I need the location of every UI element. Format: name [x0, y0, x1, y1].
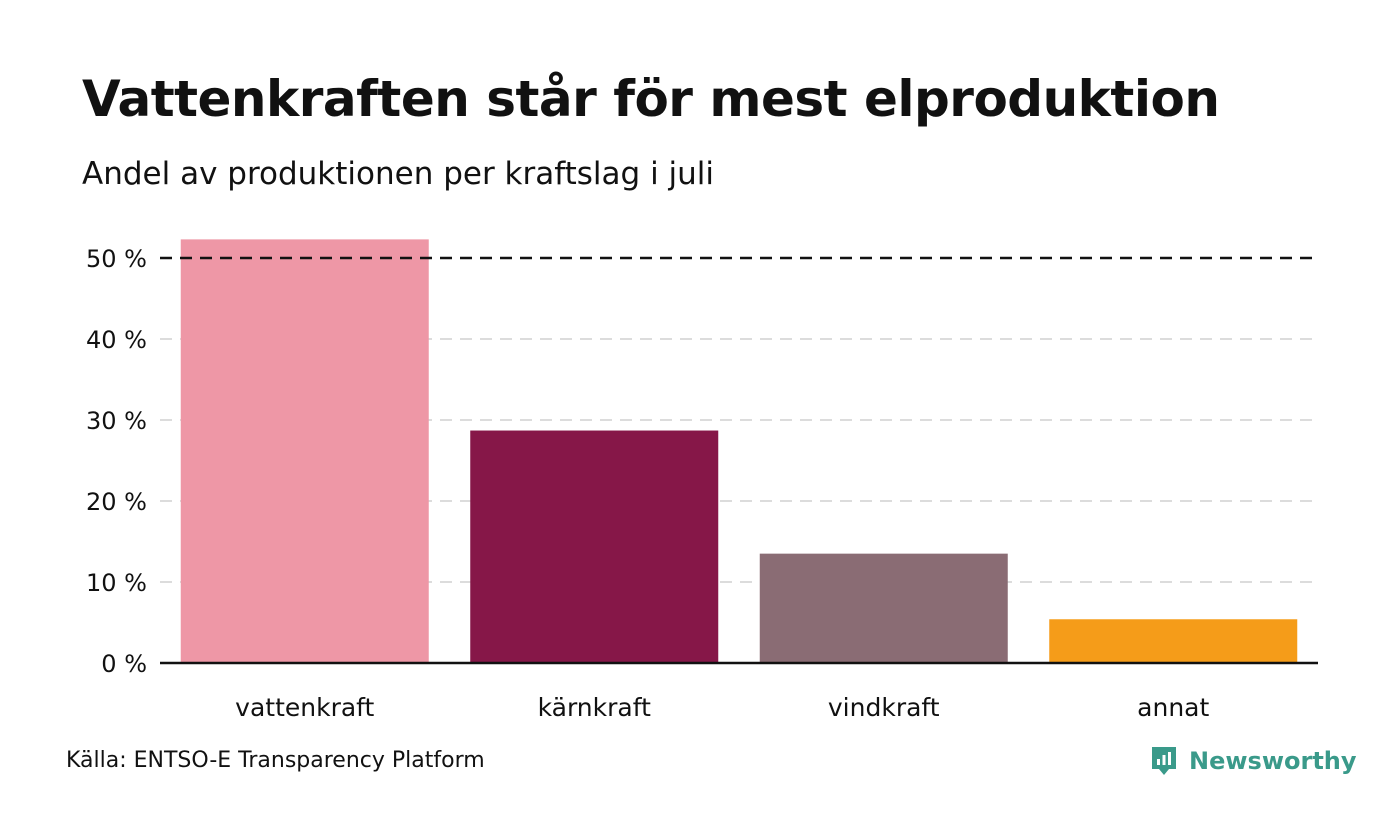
bars: [180, 239, 1298, 663]
y-tick-label: 10 %: [86, 569, 147, 597]
y-tick-label: 30 %: [86, 407, 147, 435]
chart-subtitle: Andel av produktionen per kraftslag i ju…: [82, 156, 715, 192]
bar-kärnkraft: [470, 430, 719, 663]
y-tick-label: 0 %: [101, 650, 147, 678]
y-tick-label: 40 %: [86, 326, 147, 354]
brand[interactable]: Newsworthy: [1149, 744, 1357, 778]
x-tick-labels: vattenkraft kärnkraft vindkraft annat: [235, 693, 1209, 722]
y-tick-label: 20 %: [86, 488, 147, 516]
y-tick-labels: 0 % 10 % 20 % 30 % 40 % 50 %: [86, 245, 147, 678]
x-tick-label: kärnkraft: [538, 693, 651, 722]
brand-name: Newsworthy: [1189, 747, 1357, 775]
y-tick-label: 50 %: [86, 245, 147, 273]
newsworthy-logo-icon: [1152, 747, 1176, 775]
bar-annat: [1049, 619, 1298, 663]
x-tick-label: vindkraft: [828, 693, 940, 722]
gridlines: [160, 338, 1318, 583]
source-note: Källa: ENTSO-E Transparency Platform: [66, 748, 485, 773]
x-tick-label: annat: [1137, 693, 1209, 722]
bar-vindkraft: [759, 553, 1008, 663]
chart-title: Vattenkraften står för mest elproduktion: [82, 70, 1220, 128]
x-tick-label: vattenkraft: [235, 693, 374, 722]
bar-vattenkraft: [180, 239, 429, 663]
